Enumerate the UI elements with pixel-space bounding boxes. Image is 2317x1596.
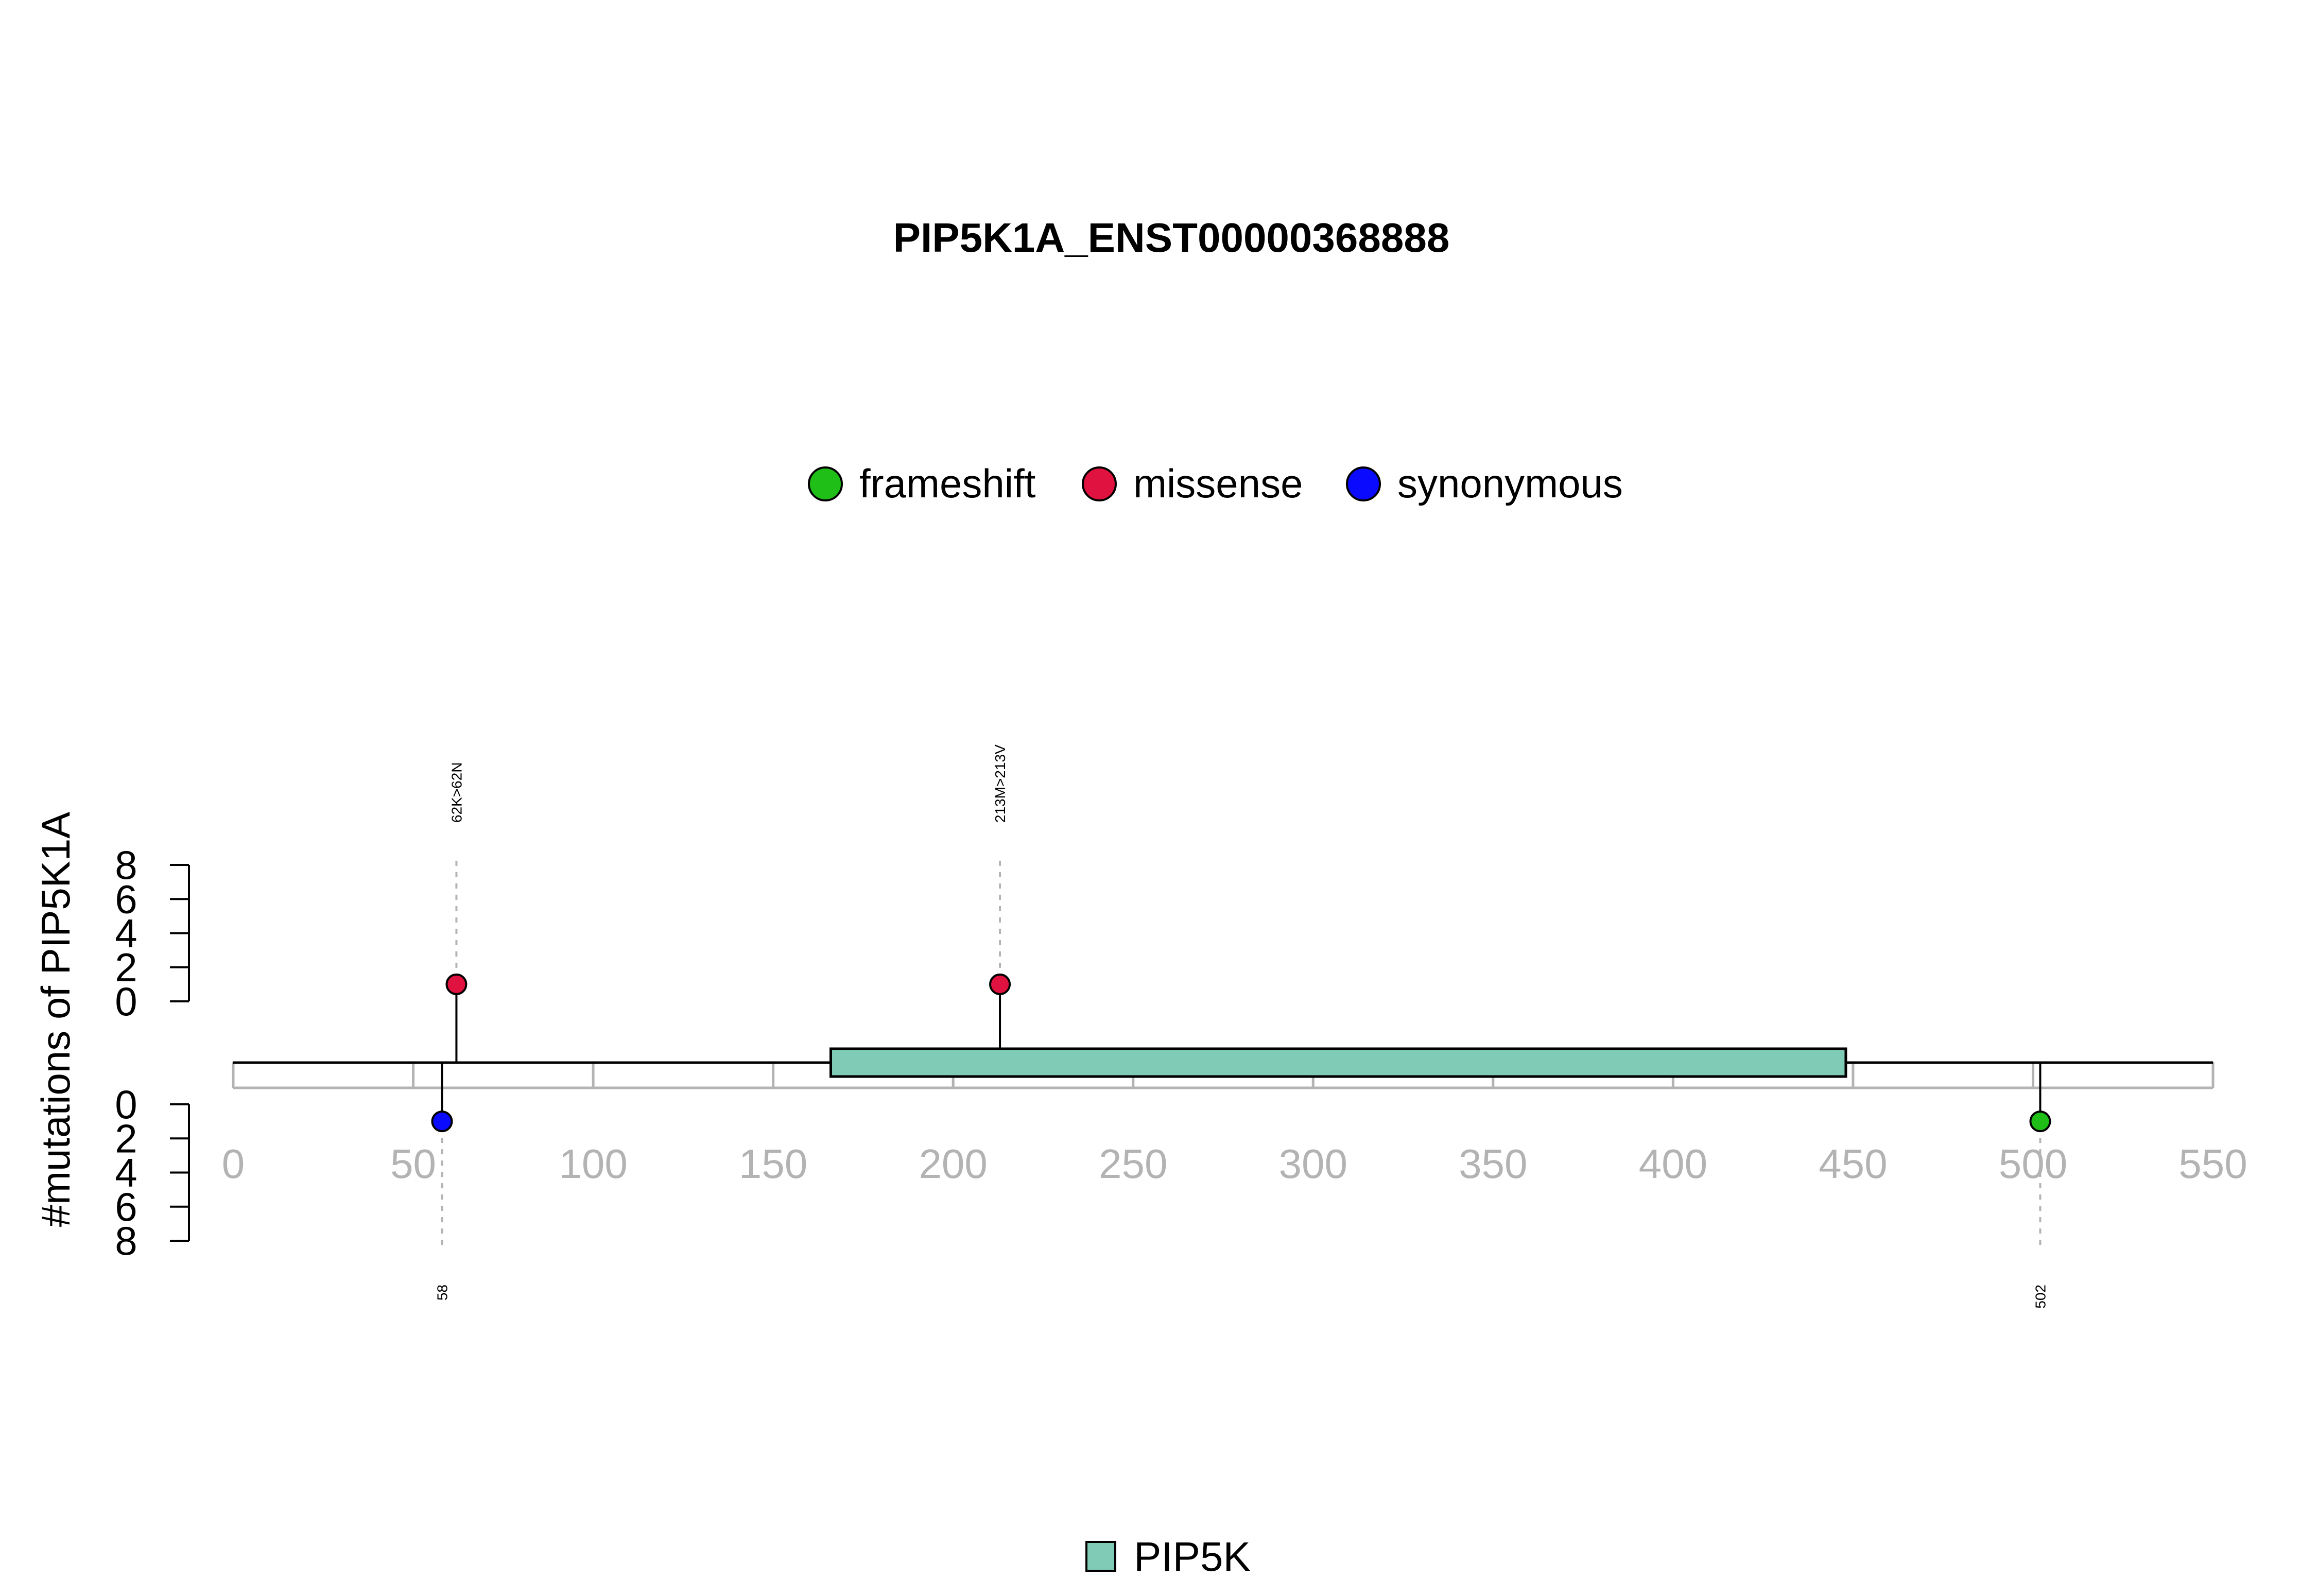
x-tick-label-50: 50 [390, 1141, 436, 1187]
domain-legend: PIP5K [1085, 1534, 1251, 1580]
mutation-type-legend: frameshift missense synonymous [808, 461, 1623, 506]
x-tick-label-400: 400 [1639, 1141, 1707, 1187]
x-tick-label-450: 450 [1819, 1141, 1887, 1187]
y-tick-label-top-0: 0 [115, 979, 137, 1024]
domain-PIP5K [829, 1047, 1847, 1078]
x-tick-label-550: 550 [2178, 1141, 2247, 1187]
legend-label-frameshift: frameshift [859, 461, 1036, 506]
mutation-label-bottom-1: 502 [2032, 1285, 2048, 1309]
domain-legend-label-PIP5K: PIP5K [1134, 1534, 1251, 1580]
chart-title: PIP5K1A_ENST00000368888 [893, 215, 1450, 261]
mutation-point-bottom-1 [2029, 1111, 2051, 1133]
x-tick-label-150: 150 [739, 1141, 807, 1187]
y-tick-label-bottom-6: 6 [115, 1184, 137, 1229]
y-axis-label: #mutations of PIP5K1A [33, 812, 78, 1227]
y-tick-label-bottom-0: 0 [115, 1082, 137, 1127]
legend-marker-frameshift [808, 466, 843, 501]
domain-legend-swatch-PIP5K [1085, 1541, 1116, 1572]
mutation-point-bottom-0 [431, 1111, 453, 1133]
x-tick-label-250: 250 [1099, 1141, 1167, 1187]
x-tick-label-200: 200 [919, 1141, 987, 1187]
x-tick-label-300: 300 [1279, 1141, 1347, 1187]
y-tick-label-bottom-2: 2 [115, 1116, 137, 1161]
x-tick-label-500: 500 [1999, 1141, 2067, 1187]
mutation-point-top-1 [989, 973, 1011, 995]
legend-marker-synonymous [1346, 466, 1381, 501]
y-tick-label-top-4: 4 [115, 911, 137, 956]
mutation-label-bottom-0: 58 [434, 1285, 450, 1300]
legend-label-synonymous: synonymous [1397, 461, 1623, 506]
mutation-label-top-0: 62K>62N [448, 762, 464, 823]
x-tick-label-0: 0 [222, 1141, 245, 1187]
y-tick-label-top-2: 2 [115, 945, 137, 990]
x-tick-label-350: 350 [1459, 1141, 1527, 1187]
mutation-label-top-1: 213M>213V [992, 744, 1008, 823]
y-tick-label-bottom-8: 8 [115, 1218, 137, 1263]
y-tick-label-bottom-4: 4 [115, 1150, 137, 1195]
legend-marker-missense [1082, 466, 1117, 501]
x-tick-label-100: 100 [559, 1141, 627, 1187]
mutation-point-top-0 [445, 973, 468, 995]
legend-label-missense: missense [1133, 461, 1303, 506]
y-tick-label-top-6: 6 [115, 876, 137, 922]
y-tick-label-top-8: 8 [115, 842, 137, 888]
